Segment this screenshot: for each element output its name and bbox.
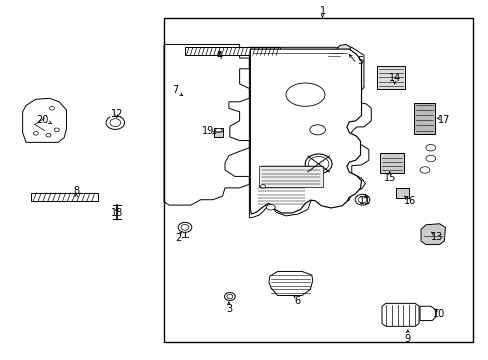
Ellipse shape: [285, 83, 325, 106]
Ellipse shape: [215, 129, 222, 133]
Bar: [31, 193, 98, 201]
Text: 9: 9: [404, 333, 410, 343]
Ellipse shape: [425, 155, 435, 162]
Bar: [395, 188, 408, 198]
Text: 14: 14: [388, 73, 400, 83]
Text: 1: 1: [319, 6, 325, 16]
Ellipse shape: [178, 222, 191, 232]
Polygon shape: [326, 44, 350, 59]
Text: 20: 20: [36, 115, 48, 125]
Text: 7: 7: [172, 85, 178, 95]
Ellipse shape: [110, 119, 121, 127]
Ellipse shape: [46, 134, 51, 137]
Text: 12: 12: [110, 109, 122, 119]
Polygon shape: [381, 303, 418, 326]
Text: 4: 4: [216, 51, 222, 61]
Ellipse shape: [260, 185, 265, 188]
Text: 8: 8: [73, 186, 79, 196]
Text: 3: 3: [225, 304, 231, 314]
Ellipse shape: [354, 194, 369, 205]
Text: 13: 13: [430, 232, 442, 242]
Polygon shape: [419, 306, 435, 320]
Text: 18: 18: [110, 208, 122, 218]
Bar: [413, 103, 434, 134]
Ellipse shape: [309, 125, 325, 135]
Bar: [259, 166, 322, 187]
Ellipse shape: [308, 156, 328, 171]
Ellipse shape: [226, 294, 232, 299]
Ellipse shape: [106, 116, 124, 130]
Bar: [379, 153, 404, 173]
Ellipse shape: [305, 154, 331, 174]
Ellipse shape: [224, 293, 235, 301]
Ellipse shape: [357, 197, 366, 203]
Bar: [184, 47, 280, 55]
Text: 6: 6: [293, 296, 300, 306]
Ellipse shape: [266, 204, 275, 210]
Text: 17: 17: [437, 115, 449, 125]
Ellipse shape: [33, 132, 38, 135]
Ellipse shape: [54, 128, 59, 132]
Polygon shape: [420, 224, 445, 244]
Ellipse shape: [181, 225, 188, 230]
Text: 11: 11: [359, 196, 371, 206]
Ellipse shape: [419, 167, 429, 173]
Bar: [376, 66, 405, 89]
Polygon shape: [250, 49, 361, 214]
Text: 19: 19: [202, 126, 214, 135]
Text: 2: 2: [175, 233, 182, 243]
Bar: [214, 128, 223, 137]
Text: 16: 16: [404, 196, 416, 206]
Ellipse shape: [425, 144, 435, 151]
Text: 5: 5: [357, 56, 363, 66]
Polygon shape: [268, 271, 312, 296]
Text: 10: 10: [432, 310, 445, 319]
Text: 15: 15: [383, 173, 395, 183]
Bar: [163, 18, 472, 342]
Polygon shape: [22, 98, 66, 142]
Ellipse shape: [49, 107, 54, 110]
